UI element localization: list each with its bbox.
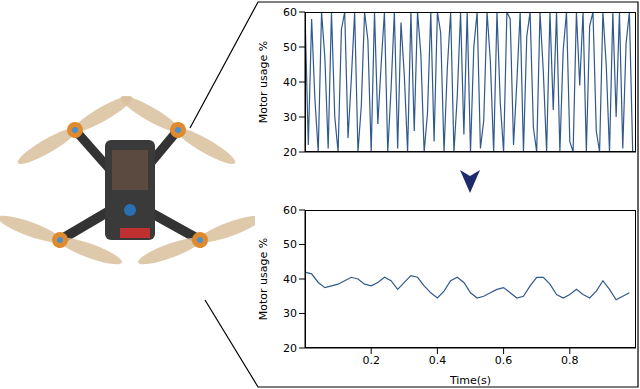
svg-text:Time(s): Time(s) (449, 374, 491, 387)
svg-text:60: 60 (283, 204, 297, 217)
svg-text:0.6: 0.6 (495, 354, 512, 367)
svg-text:0.2: 0.2 (362, 354, 380, 367)
svg-text:20: 20 (283, 342, 297, 355)
svg-text:40: 40 (283, 273, 297, 286)
svg-text:50: 50 (283, 238, 297, 251)
svg-text:30: 30 (283, 111, 297, 124)
svg-text:60: 60 (283, 6, 297, 19)
svg-text:Motor usage %: Motor usage % (257, 238, 270, 320)
svg-text:0.8: 0.8 (561, 354, 579, 367)
svg-text:0.4: 0.4 (429, 354, 447, 367)
svg-text:Motor usage %: Motor usage % (257, 41, 270, 123)
svg-text:40: 40 (283, 76, 297, 89)
svg-text:30: 30 (283, 307, 297, 320)
svg-text:20: 20 (283, 146, 297, 159)
svg-text:50: 50 (283, 41, 297, 54)
